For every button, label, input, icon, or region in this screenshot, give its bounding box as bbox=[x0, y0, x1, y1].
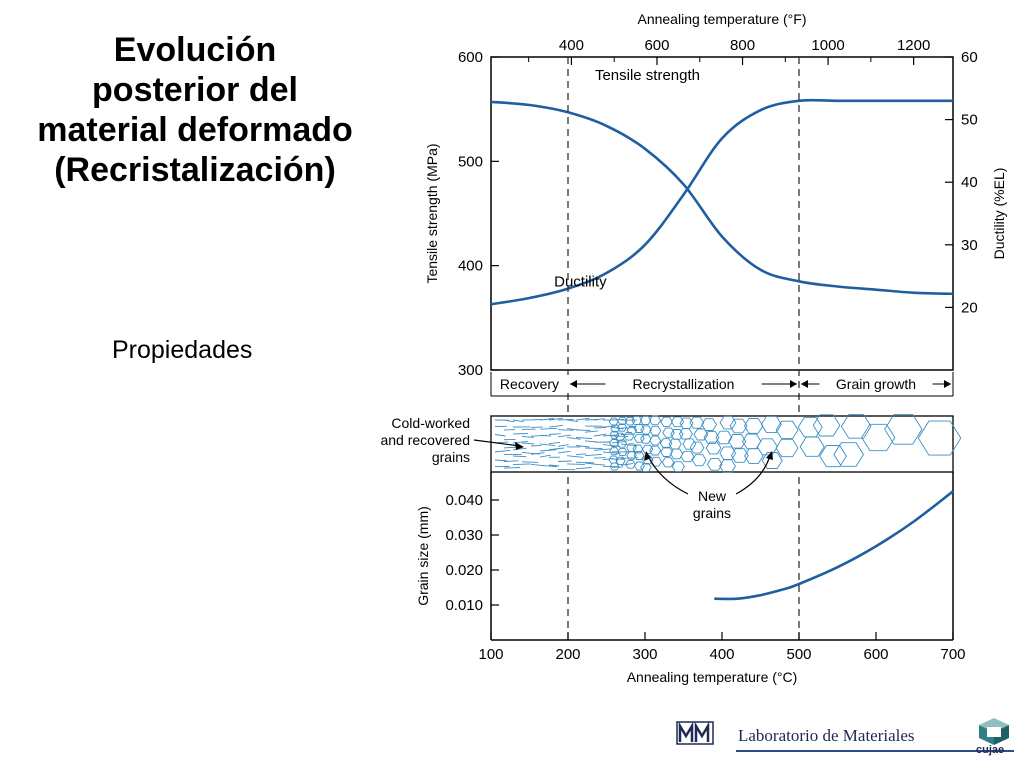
new-grains-label: grains bbox=[693, 505, 731, 521]
y-tick-label: 600 bbox=[458, 49, 483, 66]
region-arrow-head bbox=[801, 380, 808, 388]
y-tick-label: 500 bbox=[458, 153, 483, 170]
cold-worked-label: grains bbox=[432, 449, 470, 465]
y2-tick-label: 40 bbox=[961, 174, 978, 191]
top-plot-frame bbox=[490, 56, 954, 371]
annotation-arrow bbox=[735, 455, 771, 495]
x-tick-label: 200 bbox=[555, 646, 580, 663]
title-line: Evolución bbox=[113, 31, 277, 69]
tensile-strength-line bbox=[490, 100, 954, 296]
cube-logo-icon bbox=[979, 718, 1009, 745]
x-tick-label: 600 bbox=[863, 646, 888, 663]
grain-y-tick-label: 0.010 bbox=[445, 597, 483, 614]
x-tick-label: 400 bbox=[709, 646, 734, 663]
region-label-bg bbox=[490, 375, 569, 393]
cujae-logo-text: cujae bbox=[976, 744, 1005, 756]
region-arrow-head bbox=[790, 380, 797, 388]
y2-axis-title: Ductility (%EL) bbox=[991, 168, 1007, 260]
annealing-chart: 300 400 500 600 20 30 40 50 60 400 600 800 1000 1200 A… bbox=[380, 11, 1007, 685]
footer-lab-label: Laboratorio de Materiales bbox=[738, 726, 915, 745]
y2-tick-label: 60 bbox=[961, 49, 978, 66]
annotation-arrow bbox=[473, 439, 521, 447]
region-label: Recovery bbox=[500, 376, 559, 392]
grain-y-tick-label: 0.040 bbox=[445, 492, 483, 509]
x-tick-label: 700 bbox=[940, 646, 965, 663]
title-line: posterior del bbox=[92, 71, 298, 109]
x-tick-label: 500 bbox=[786, 646, 811, 663]
annotation-arrow bbox=[647, 455, 689, 495]
footer: Laboratorio de Materiales cujae bbox=[672, 714, 1024, 768]
region-arrow-head bbox=[570, 380, 577, 388]
cold-worked-label: and recovered bbox=[380, 432, 470, 448]
x2-tick-label: 600 bbox=[644, 37, 669, 54]
new-grains-label: New bbox=[698, 488, 727, 504]
y-tick-label: 400 bbox=[458, 258, 483, 275]
y2-tick-label: 50 bbox=[961, 112, 978, 129]
title-line: material deformado bbox=[37, 111, 353, 149]
x-tick-label: 300 bbox=[632, 646, 657, 663]
footer-divider bbox=[736, 750, 1014, 752]
y-axis-title: Tensile strength (MPa) bbox=[424, 143, 440, 283]
microstructure-grains bbox=[494, 413, 962, 473]
lab-monogram-icon bbox=[676, 721, 714, 745]
x2-tick-label: 800 bbox=[730, 37, 755, 54]
cold-worked-label: Cold-worked bbox=[391, 415, 470, 431]
y2-tick-label: 30 bbox=[961, 237, 978, 254]
region-label-bg bbox=[605, 375, 762, 393]
title-line: (Recristalización) bbox=[54, 151, 336, 189]
grain-y-axis-title: Grain size (mm) bbox=[415, 506, 431, 606]
tensile-strength-label: Tensile strength bbox=[595, 67, 700, 84]
y-tick-label: 300 bbox=[458, 362, 483, 379]
grain-y-tick-label: 0.020 bbox=[445, 562, 483, 579]
grain-size-line bbox=[714, 490, 954, 601]
annotation-arrowhead bbox=[766, 451, 773, 460]
x-axis-title: Annealing temperature (°C) bbox=[627, 669, 798, 685]
slide-subtitle: Propiedades bbox=[112, 336, 253, 364]
annotation-arrowhead bbox=[515, 442, 524, 450]
region-label: Recrystallization bbox=[633, 376, 735, 392]
annotation-arrowhead bbox=[644, 451, 651, 461]
x-tick-label: 100 bbox=[478, 646, 503, 663]
slide-title: Evolución posterior del material deforma… bbox=[10, 30, 380, 190]
region-label-bg bbox=[819, 375, 933, 393]
region-arrow-head bbox=[944, 380, 951, 388]
x2-tick-label: 400 bbox=[559, 37, 584, 54]
region-label: Grain growth bbox=[836, 376, 916, 392]
y2-tick-label: 20 bbox=[961, 299, 978, 316]
grain-y-tick-label: 0.030 bbox=[445, 527, 483, 544]
ductility-label: Ductility bbox=[554, 274, 607, 291]
x2-axis-title: Annealing temperature (°F) bbox=[637, 11, 806, 27]
x2-tick-label: 1200 bbox=[897, 37, 930, 54]
x2-tick-label: 1000 bbox=[811, 37, 844, 54]
